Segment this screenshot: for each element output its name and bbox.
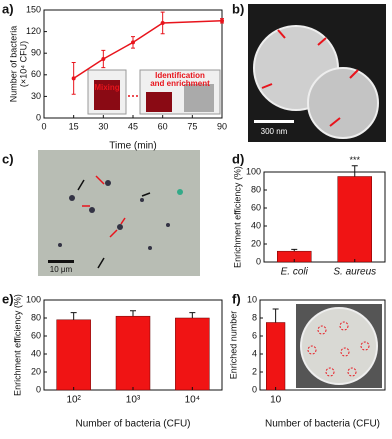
annotation: Mixing bbox=[94, 83, 119, 92]
y-tick-label: 10 bbox=[247, 294, 257, 304]
inset-photos bbox=[87, 69, 221, 115]
point bbox=[101, 56, 106, 61]
y-tick-label: 60 bbox=[31, 69, 41, 79]
x-tick-label: E. coli bbox=[281, 267, 309, 278]
bar bbox=[115, 315, 151, 391]
x-tick-label: 30 bbox=[98, 121, 108, 131]
annotation: and enrichment bbox=[150, 79, 210, 88]
point bbox=[71, 76, 76, 81]
y-tick-label: 0 bbox=[256, 256, 261, 266]
x-tick-label: 15 bbox=[69, 121, 79, 131]
x-axis-label: Number of bacteria (CFU) bbox=[265, 419, 380, 430]
y-axis-label: Enriched number bbox=[228, 311, 238, 380]
y-tick-label: 40 bbox=[31, 348, 41, 358]
point bbox=[131, 40, 135, 45]
y-axis-label: Enrichment efficiency (%) bbox=[232, 166, 242, 268]
y-tick-label: 0 bbox=[252, 384, 257, 394]
x-axis-label: Time (min) bbox=[109, 141, 156, 152]
panel-label: e) bbox=[2, 291, 14, 306]
y-tick-label: 0 bbox=[36, 112, 41, 122]
y-tick-label: 30 bbox=[31, 91, 41, 101]
petri-dish-photo bbox=[296, 304, 382, 388]
x-tick-label: 0 bbox=[41, 121, 46, 131]
y-tick-label: 80 bbox=[31, 312, 41, 322]
significance: *** bbox=[349, 155, 360, 165]
point bbox=[160, 20, 165, 25]
error-bar bbox=[70, 312, 77, 320]
y-tick-label: 60 bbox=[251, 202, 261, 212]
y-tick-label: 6 bbox=[252, 330, 257, 340]
y-tick-label: 8 bbox=[252, 312, 257, 322]
y-tick-label: 20 bbox=[31, 366, 41, 376]
micrograph: 10 μm bbox=[38, 150, 200, 276]
y-tick-label: 100 bbox=[26, 294, 41, 304]
error-bar bbox=[130, 310, 136, 317]
y-tick-label: 40 bbox=[251, 220, 261, 230]
y-tick-label: 20 bbox=[251, 238, 261, 248]
y-tick-label: 100 bbox=[246, 166, 261, 176]
bar bbox=[56, 319, 91, 391]
y-tick-label: 120 bbox=[26, 26, 41, 36]
x-tick-label: 10³ bbox=[126, 395, 141, 406]
y-axis-label: (×10⁴ CFU) bbox=[18, 41, 28, 87]
panel-label: a) bbox=[2, 1, 14, 16]
y-tick-label: 80 bbox=[251, 184, 261, 194]
plot-frame bbox=[263, 171, 386, 263]
point bbox=[220, 18, 224, 23]
y-tick-label: 0 bbox=[36, 384, 41, 394]
panel-label: c) bbox=[2, 151, 14, 166]
x-axis-label: Number of bacteria (CFU) bbox=[75, 419, 190, 430]
x-tick-label: 45 bbox=[128, 121, 138, 131]
y-tick-label: 4 bbox=[252, 348, 257, 358]
x-tick-label: 75 bbox=[187, 121, 197, 131]
bar bbox=[337, 176, 372, 263]
plot-frame bbox=[259, 299, 386, 391]
x-tick-label: 10² bbox=[66, 395, 81, 406]
panel-label: b) bbox=[232, 1, 244, 16]
y-axis-label: Number of bacteria bbox=[8, 26, 18, 103]
x-tick-label: 10⁴ bbox=[185, 395, 200, 406]
error-bar bbox=[189, 312, 196, 318]
x-tick-label: S. aureus bbox=[333, 267, 376, 278]
bar bbox=[266, 322, 286, 391]
scale-label: 10 μm bbox=[50, 265, 73, 274]
y-tick-label: 2 bbox=[252, 366, 257, 376]
y-tick-label: 150 bbox=[26, 4, 41, 14]
x-tick-label: 90 bbox=[217, 121, 227, 131]
x-tick-label: 10 bbox=[270, 395, 282, 406]
y-tick-label: 60 bbox=[31, 330, 41, 340]
sem-image: 300 nm bbox=[248, 4, 386, 142]
y-axis-label: Enrichment efficiency (%) bbox=[12, 294, 22, 396]
annotation: Identification bbox=[155, 71, 205, 80]
x-tick-label: 60 bbox=[158, 121, 168, 131]
panel-label: d) bbox=[232, 151, 244, 166]
error-bar bbox=[291, 248, 298, 252]
bar bbox=[175, 317, 210, 391]
error-bar bbox=[351, 165, 358, 177]
panel-label: f) bbox=[232, 291, 241, 306]
y-tick-label: 90 bbox=[31, 48, 41, 58]
scale-label: 300 nm bbox=[261, 127, 288, 136]
error-bar bbox=[272, 308, 279, 323]
